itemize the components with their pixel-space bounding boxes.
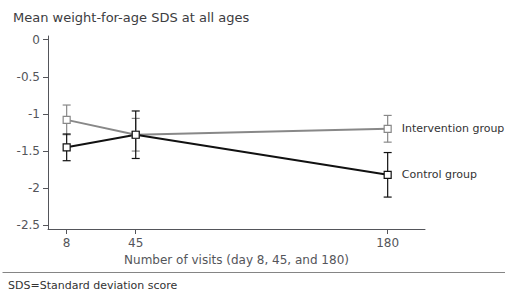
svg-text:8: 8 xyxy=(63,236,71,250)
svg-text:45: 45 xyxy=(128,236,143,250)
svg-text:-2.5: -2.5 xyxy=(17,218,40,232)
svg-text:0: 0 xyxy=(32,33,40,47)
svg-text:-1: -1 xyxy=(28,107,40,121)
svg-text:-2: -2 xyxy=(28,181,40,195)
svg-text:Intervention group: Intervention group xyxy=(402,122,505,135)
svg-text:-0.5: -0.5 xyxy=(17,70,40,84)
svg-text:Number of visits (day 8, 45, a: Number of visits (day 8, 45, and 180) xyxy=(124,253,349,267)
svg-text:180: 180 xyxy=(376,236,399,250)
svg-text:SDS=Standard deviation score: SDS=Standard deviation score xyxy=(8,279,178,292)
svg-text:Mean weight-for-age SDS at all: Mean weight-for-age SDS at all ages xyxy=(13,10,250,25)
svg-text:-1.5: -1.5 xyxy=(17,144,40,158)
svg-text:Control group: Control group xyxy=(402,168,477,181)
